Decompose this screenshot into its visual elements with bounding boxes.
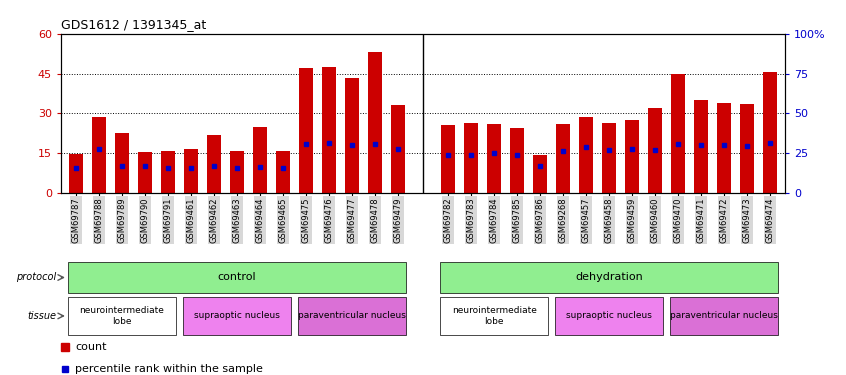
Bar (670, 297, 778, 335)
Bar (695, 100, 708, 193)
Text: neurointermediate
lobe: neurointermediate lobe (452, 306, 536, 326)
Bar (442, 125, 455, 193)
Bar (68, 297, 176, 335)
Bar (763, 72, 777, 193)
Bar (276, 151, 289, 193)
Text: percentile rank within the sample: percentile rank within the sample (75, 364, 263, 374)
Bar (207, 135, 221, 193)
Bar (555, 297, 663, 335)
Bar (391, 105, 404, 193)
Bar (510, 128, 525, 193)
Bar (321, 67, 336, 193)
Bar (533, 154, 547, 193)
Bar (557, 124, 570, 193)
Text: count: count (75, 342, 107, 352)
Text: neurointermediate
lobe: neurointermediate lobe (80, 306, 164, 326)
Bar (717, 103, 731, 193)
Bar (580, 117, 593, 193)
Bar (184, 148, 198, 193)
Bar (92, 117, 106, 193)
Text: GDS1612 / 1391345_at: GDS1612 / 1391345_at (61, 18, 206, 31)
Bar (440, 297, 548, 335)
Bar (183, 297, 291, 335)
Text: tissue: tissue (28, 311, 57, 321)
Bar (602, 123, 616, 193)
Bar (115, 134, 129, 193)
Bar (161, 151, 175, 193)
Bar (487, 124, 501, 193)
Bar (464, 123, 478, 193)
Bar (299, 68, 313, 193)
Bar (138, 152, 151, 193)
Bar (253, 127, 266, 193)
Bar (648, 108, 662, 193)
Bar (740, 104, 754, 193)
Text: control: control (217, 273, 256, 282)
Bar (625, 120, 639, 193)
Bar (298, 297, 406, 335)
Bar (230, 151, 244, 193)
Text: paraventricular nucleus: paraventricular nucleus (670, 311, 778, 320)
Text: protocol: protocol (16, 273, 57, 282)
Bar (69, 154, 83, 193)
Bar (368, 53, 382, 193)
Bar (440, 262, 778, 292)
Text: supraoptic nucleus: supraoptic nucleus (566, 311, 652, 320)
Bar (345, 78, 359, 193)
Text: paraventricular nucleus: paraventricular nucleus (298, 311, 406, 320)
Text: supraoptic nucleus: supraoptic nucleus (194, 311, 280, 320)
Text: dehydration: dehydration (575, 273, 643, 282)
Bar (68, 262, 406, 292)
Bar (671, 74, 685, 193)
